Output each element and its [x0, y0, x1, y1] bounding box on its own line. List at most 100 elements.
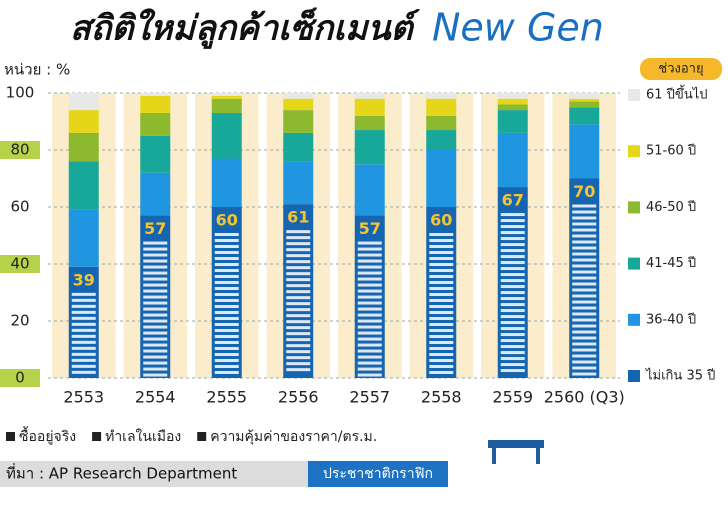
bar-segment — [211, 95, 242, 99]
building-window — [214, 245, 239, 248]
bar-segment — [68, 93, 99, 111]
building-window — [429, 365, 454, 368]
bar-segment — [68, 161, 99, 210]
bar-segment — [211, 207, 242, 378]
building-window — [357, 355, 382, 359]
building-window — [143, 319, 168, 323]
building-window — [286, 260, 311, 264]
building-window — [429, 233, 454, 236]
bar-segment — [283, 98, 314, 111]
building-window — [500, 249, 525, 253]
building-window — [500, 339, 525, 343]
building-window — [500, 279, 525, 283]
bar-segment — [354, 164, 385, 216]
bar-segment — [140, 172, 171, 216]
building-window — [286, 266, 311, 270]
building-window — [286, 320, 311, 324]
building-window — [500, 363, 525, 367]
building-window — [500, 213, 525, 217]
value-label: 61 — [287, 208, 309, 227]
building-window — [143, 247, 168, 251]
building-window — [357, 331, 382, 335]
bench — [488, 440, 544, 448]
building-window — [71, 316, 96, 320]
building-window — [572, 342, 597, 346]
building-window — [357, 271, 382, 275]
building-window — [572, 204, 597, 208]
building-window — [429, 269, 454, 272]
building-window — [572, 348, 597, 352]
building-window — [572, 210, 597, 214]
building-window — [286, 344, 311, 348]
building-window — [357, 295, 382, 299]
building-window — [429, 329, 454, 332]
building-window — [286, 230, 311, 234]
building-window — [71, 310, 96, 314]
annotation: ความคุ้มค่าของราคา/ตร.ม. — [210, 429, 377, 445]
building-window — [357, 349, 382, 353]
building-window — [71, 346, 96, 350]
building-window — [71, 334, 96, 338]
building-window — [357, 319, 382, 323]
building-window — [286, 368, 311, 372]
bar-segment — [211, 158, 242, 207]
building-window — [214, 263, 239, 266]
building-window — [500, 309, 525, 313]
building-window — [286, 308, 311, 312]
building-window — [357, 247, 382, 251]
building-window — [214, 371, 239, 374]
building-window — [500, 219, 525, 223]
value-label: 67 — [502, 191, 524, 210]
annotation: ซื้ออยู่จริง — [19, 426, 76, 445]
building-window — [357, 361, 382, 365]
building-window — [143, 289, 168, 293]
legend-swatch — [628, 370, 640, 382]
building-window — [357, 241, 382, 245]
bar-segment — [426, 130, 457, 150]
building-window — [429, 371, 454, 374]
y-tick-label: 40 — [10, 255, 29, 273]
building-window — [214, 251, 239, 254]
building-window — [572, 264, 597, 268]
bar-segment — [211, 98, 242, 113]
bar-segment — [426, 115, 457, 131]
legend-label: 41-45 ปี — [646, 255, 696, 271]
building-window — [500, 351, 525, 355]
building-window — [143, 331, 168, 335]
bar-segment — [426, 150, 457, 207]
building-window — [214, 323, 239, 326]
building-window — [429, 341, 454, 344]
building-window — [286, 242, 311, 246]
building-window — [572, 216, 597, 220]
building-window — [429, 257, 454, 260]
building-window — [286, 236, 311, 240]
building-window — [286, 314, 311, 318]
building-window — [71, 340, 96, 344]
bar-segment — [569, 101, 600, 108]
bar-segment — [426, 93, 457, 99]
legend-title: ช่วงอายุ — [658, 62, 703, 77]
x-tick-label: 2553 — [63, 388, 104, 407]
value-label: 39 — [73, 270, 95, 289]
building-window — [500, 357, 525, 361]
annotation-bullet — [197, 432, 207, 441]
value-label: 70 — [573, 182, 595, 201]
building-window — [357, 337, 382, 341]
building-window — [500, 303, 525, 307]
building-window — [214, 365, 239, 368]
legend-swatch — [628, 145, 640, 158]
building-window — [572, 258, 597, 262]
building-window — [286, 302, 311, 306]
bar-segment — [569, 124, 600, 179]
building-window — [357, 343, 382, 347]
building-window — [214, 269, 239, 272]
building-window — [286, 356, 311, 360]
building-window — [214, 329, 239, 332]
building-window — [143, 367, 168, 371]
building-window — [572, 288, 597, 292]
building-window — [286, 338, 311, 342]
bar-segment — [426, 98, 457, 116]
bench-leg — [492, 448, 496, 464]
x-tick-label: 2555 — [206, 388, 247, 407]
